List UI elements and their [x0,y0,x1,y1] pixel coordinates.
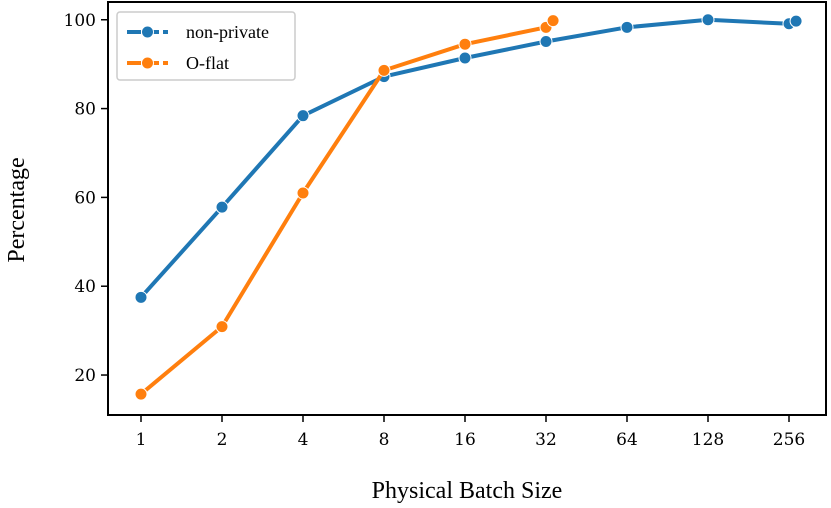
point-o-flat-2 [296,186,310,200]
series-layer [134,13,803,401]
x-tick-label-32: 32 [535,430,557,450]
x-tick-label-128: 128 [692,430,724,450]
y-axis-label: Percentage [4,157,30,262]
legend-label-non-private: non-private [186,22,269,42]
y-tick-label-40: 40 [74,277,96,297]
x-tick-label-4: 4 [298,430,309,450]
x-tick-label-16: 16 [454,430,476,450]
legend-marker-o-flat [141,56,154,70]
point-non-private-5 [539,35,553,49]
x-axis-label: Physical Batch Size [372,478,563,504]
y-tick-label-80: 80 [74,100,96,120]
point-non-private-9 [789,14,803,28]
point-o-flat-4 [458,37,472,51]
y-tick-label-100: 100 [64,11,96,31]
point-non-private-0 [134,290,148,304]
point-non-private-1 [215,200,229,214]
x-tick-label-1: 1 [136,430,147,450]
point-non-private-7 [701,13,715,27]
y-tick-label-60: 60 [74,188,96,208]
x-tick-label-256: 256 [773,430,805,450]
x-tick-label-2: 2 [217,430,228,450]
legend-label-o-flat: O-flat [186,53,229,73]
point-o-flat-0 [134,387,148,401]
point-non-private-6 [620,20,634,34]
x-axis: 1 2 4 8 16 32 64 128 256 [136,415,805,450]
point-non-private-2 [296,109,310,123]
point-o-flat-1 [215,320,229,334]
legend-frame [116,11,296,81]
x-tick-label-8: 8 [379,430,390,450]
legend: non-private O-flat [116,11,296,81]
point-o-flat-6 [546,14,560,28]
point-o-flat-3 [377,63,391,77]
x-tick-label-64: 64 [616,430,638,450]
plot-frame [107,1,827,416]
series-line-non-private [139,17,799,300]
y-axis: 20 40 60 80 100 [64,11,108,386]
point-non-private-4 [458,51,472,65]
y-tick-label-20: 20 [74,366,96,386]
legend-marker-non-private [141,25,154,39]
